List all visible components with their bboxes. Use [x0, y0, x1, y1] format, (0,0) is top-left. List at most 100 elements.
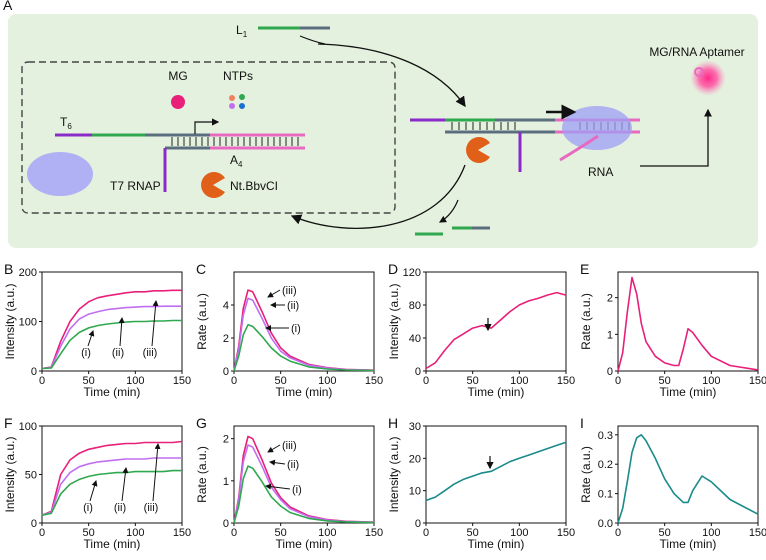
annotation: (i) — [81, 347, 91, 359]
x-tick-label: 0 — [423, 375, 429, 387]
y-axis-label: Intensity (a.u.) — [3, 436, 17, 512]
data-line — [425, 291, 567, 370]
x-tick-label: 100 — [510, 375, 528, 387]
y-tick-label: 0 — [223, 518, 229, 530]
x-tick-label: 150 — [749, 375, 766, 387]
annotation: (ii) — [112, 347, 124, 359]
data-line — [617, 276, 759, 372]
panel-label: G — [196, 415, 207, 431]
annotation: (ii) — [287, 459, 299, 471]
annotation: (ii) — [287, 300, 299, 312]
t7-rnap — [27, 152, 93, 196]
base-pairs — [171, 137, 299, 146]
y-tick-label: 20 — [409, 453, 421, 465]
annotation-arrow — [269, 459, 286, 466]
y-axis-label: Rate (a.u.) — [195, 293, 209, 350]
x-tick-label: 100 — [318, 527, 336, 539]
y-tick-label: 1 — [223, 476, 229, 488]
x-tick-label: 100 — [318, 375, 336, 387]
annotation: (iii) — [144, 502, 159, 514]
nickase — [201, 172, 225, 199]
y-tick-label: 0.1 — [598, 489, 613, 501]
y-tick-label: 0 — [415, 518, 421, 530]
ntp — [239, 103, 245, 109]
data-line — [233, 297, 375, 372]
x-axis-label: Time (min) — [468, 537, 525, 551]
data-line — [41, 440, 183, 516]
ntp — [229, 95, 235, 101]
y-tick-label: 120 — [403, 267, 421, 279]
annotation: (ii) — [114, 502, 126, 514]
arrow — [438, 199, 459, 223]
nick-label: Nt.BbvCI — [230, 179, 278, 193]
promoter-arrow — [194, 118, 220, 134]
panel-label: H — [388, 415, 398, 431]
annotation-arrow — [265, 483, 291, 490]
panel-label: A — [3, 0, 13, 13]
y-tick-label: 50 — [25, 470, 37, 482]
x-tick-label: 50 — [83, 527, 95, 539]
annotation-arrow — [87, 330, 95, 347]
y-tick-label: 30 — [409, 421, 421, 433]
annotation-arrow — [152, 443, 161, 502]
y-tick-label: 0.0 — [598, 518, 613, 530]
data-line — [233, 435, 375, 524]
annotation: (iii) — [143, 347, 158, 359]
x-tick-label: 100 — [126, 527, 144, 539]
y-tick-label: 10 — [409, 486, 421, 498]
x-tick-label: 50 — [467, 375, 479, 387]
panel-label: E — [580, 261, 589, 277]
x-tick-label: 150 — [365, 375, 383, 387]
y-axis-label: Intensity (a.u.) — [387, 283, 401, 359]
x-tick-label: 50 — [659, 527, 671, 539]
x-axis-label: Time (min) — [468, 385, 525, 399]
t6-label: T6 — [60, 115, 72, 131]
panel-label: C — [196, 261, 206, 277]
x-tick-label: 0 — [423, 527, 429, 539]
data-line — [41, 469, 182, 516]
y-axis-label: Intensity (a.u.) — [387, 436, 401, 512]
plot-frame — [233, 271, 375, 372]
annotation-arrow — [89, 480, 98, 502]
data-line — [41, 319, 182, 370]
dashed-box — [21, 61, 396, 214]
x-tick-label: 0 — [615, 527, 621, 539]
x-axis-label: Time (min) — [84, 385, 141, 399]
x-tick-label: 0 — [39, 375, 45, 387]
x-tick-label: 150 — [557, 527, 575, 539]
y-tick-label: 80 — [409, 300, 421, 312]
data-line — [233, 444, 375, 524]
ntp — [239, 94, 245, 100]
aptamer — [694, 67, 704, 77]
x-tick-label: 100 — [702, 375, 720, 387]
x-tick-label: 50 — [467, 527, 479, 539]
data-line — [41, 289, 182, 370]
x-tick-label: 0 — [39, 527, 45, 539]
plot-frame — [617, 425, 759, 524]
annotation-arrow — [151, 300, 159, 347]
panel-background — [8, 14, 758, 248]
y-axis-label: Intensity (a.u.) — [3, 283, 17, 359]
y-tick-label: 0 — [415, 366, 421, 378]
data-line — [233, 289, 375, 372]
annotation: (i) — [83, 502, 93, 514]
y-tick-label: 0.3 — [598, 430, 613, 442]
annotation-arrow — [121, 467, 129, 502]
panel-label: F — [4, 415, 13, 431]
y-tick-label: 200 — [19, 267, 37, 279]
l1-label: L1 — [236, 23, 248, 39]
x-tick-label: 50 — [275, 527, 287, 539]
data-line — [233, 465, 375, 524]
ntp — [229, 103, 235, 109]
x-tick-label: 100 — [126, 375, 144, 387]
mg-label: MG — [168, 69, 187, 83]
y-axis-label: Rate (a.u.) — [579, 446, 593, 503]
y-tick-label: 2 — [223, 434, 229, 446]
data-line — [41, 305, 182, 370]
aptamer-glow — [690, 60, 726, 96]
annotation: (i) — [291, 323, 301, 335]
x-tick-label: 100 — [510, 527, 528, 539]
arrow — [290, 164, 466, 229]
y-tick-label: 100 — [19, 317, 37, 329]
x-tick-label: 100 — [702, 527, 720, 539]
